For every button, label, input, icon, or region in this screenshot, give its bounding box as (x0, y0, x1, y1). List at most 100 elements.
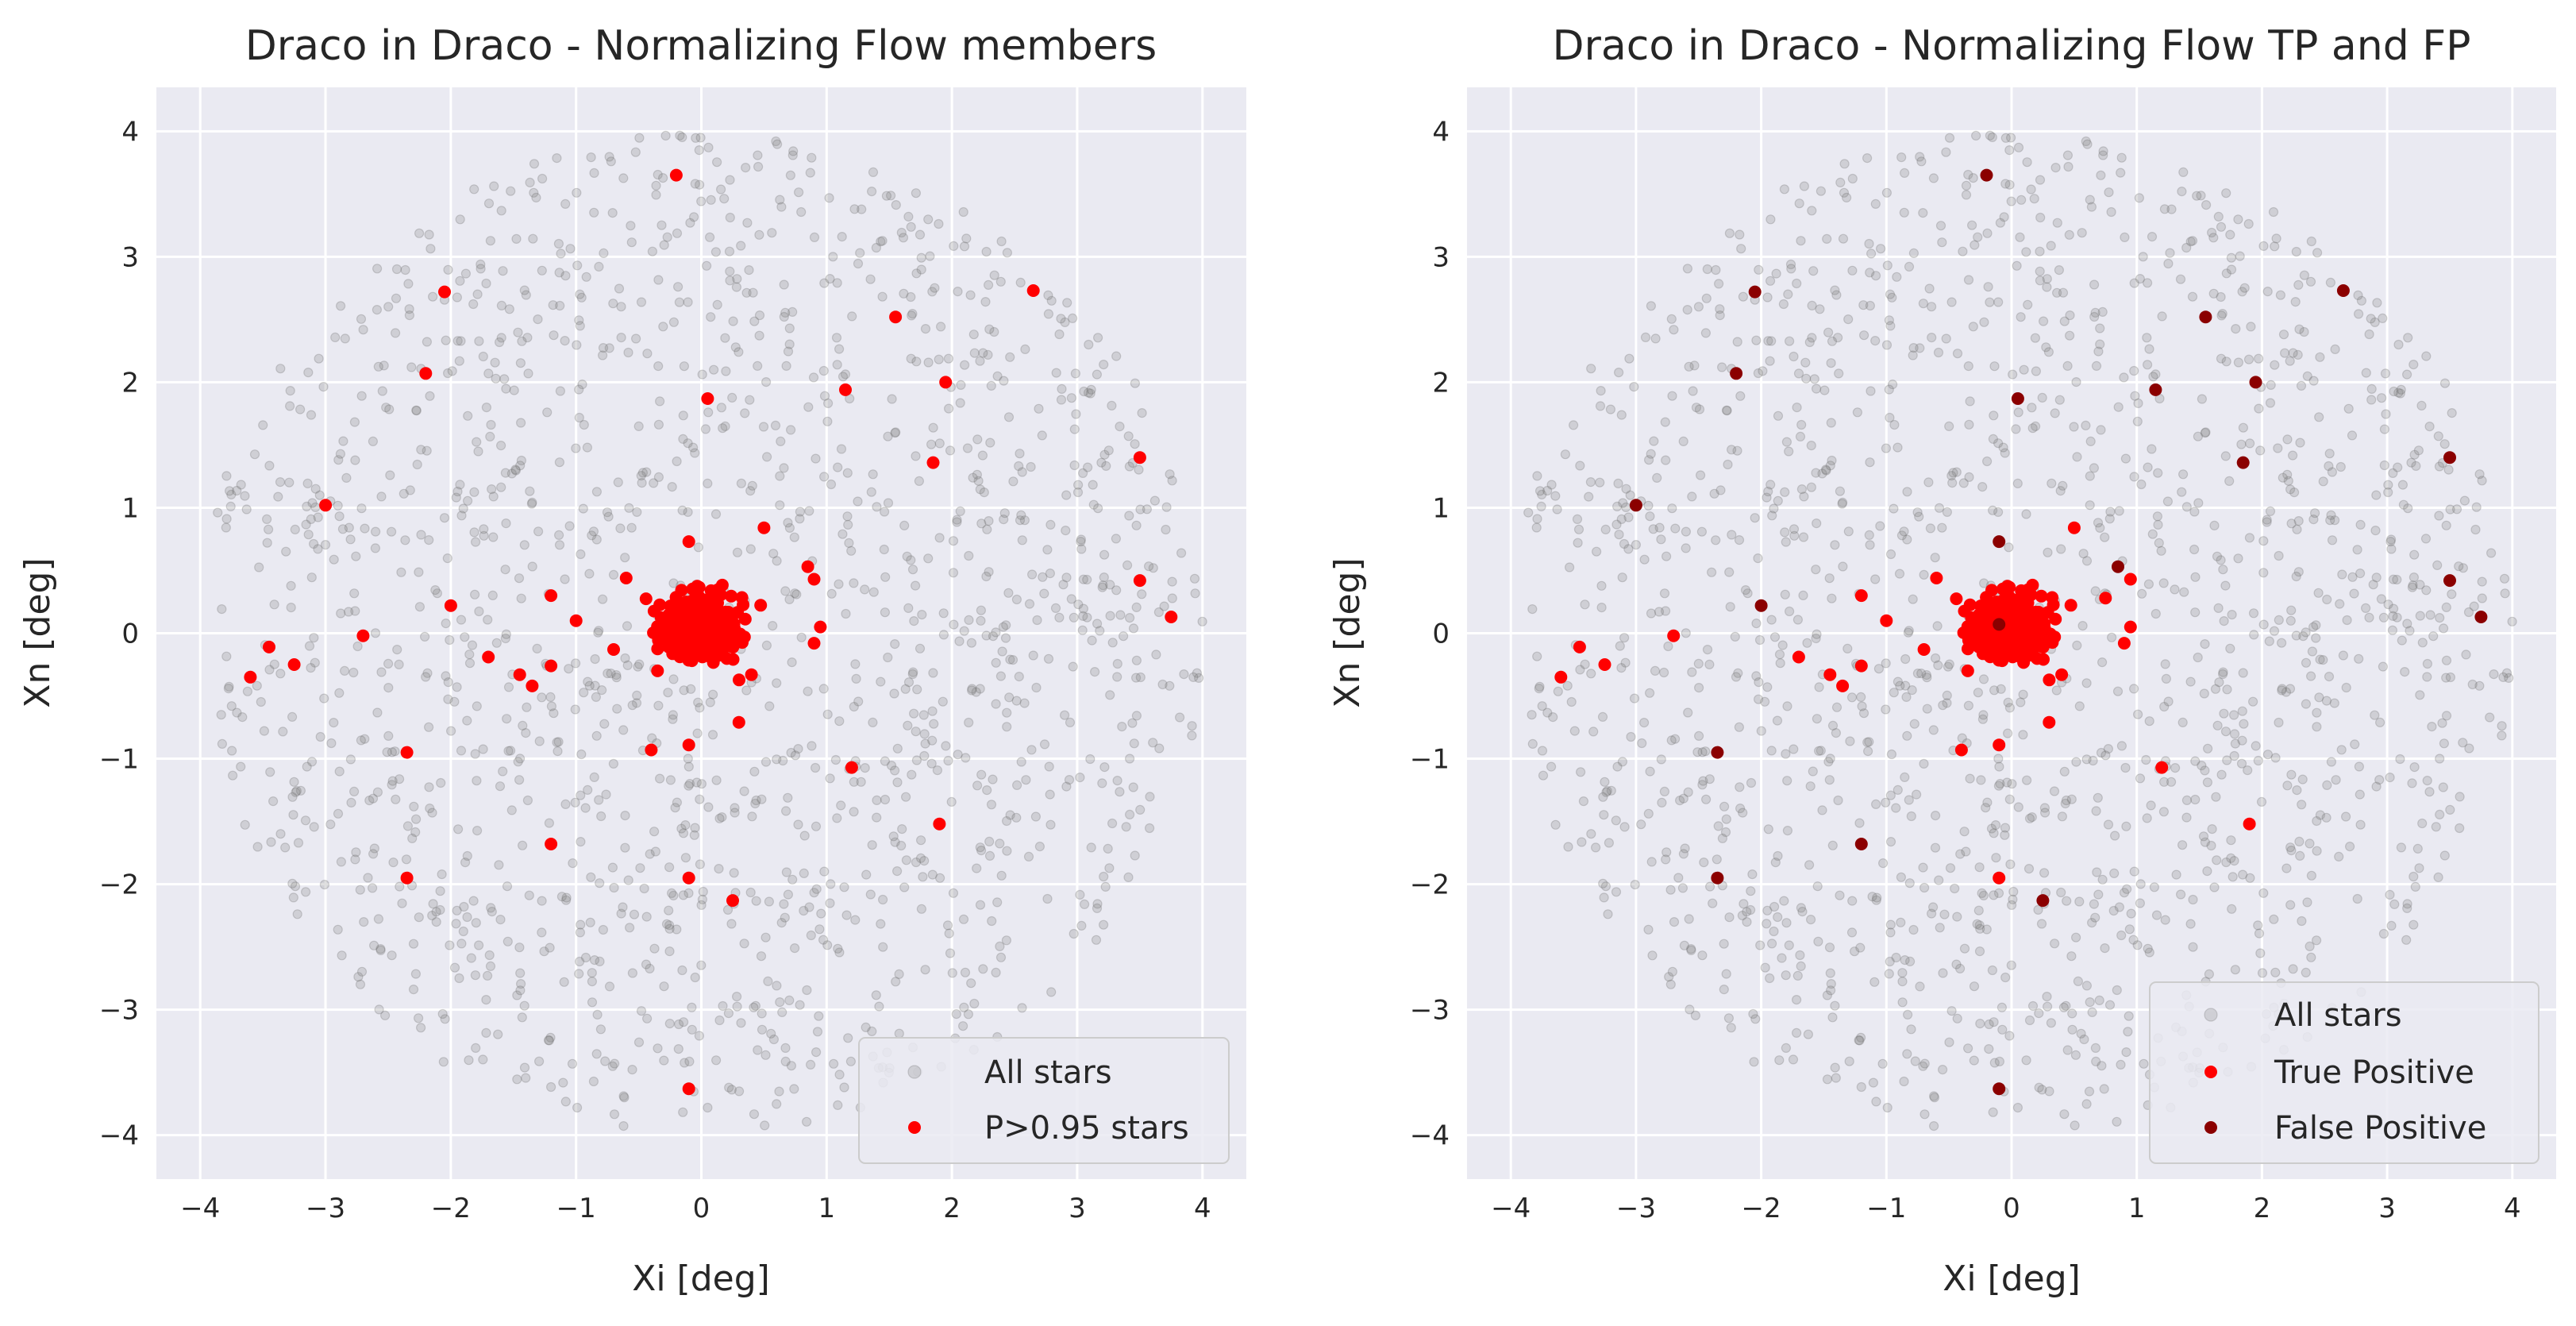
all-stars-point (1072, 487, 1084, 498)
all-stars-point (897, 823, 907, 835)
all-stars-point (1681, 628, 1691, 638)
all-stars-point (1974, 920, 1985, 931)
all-stars-point (1573, 524, 1584, 534)
all-stars-point (1099, 871, 1109, 882)
all-stars-point (2464, 743, 2474, 754)
all-stars-point (2200, 765, 2210, 776)
all-stars-point (264, 524, 274, 534)
all-stars-point (983, 349, 993, 360)
all-stars-point (1830, 1000, 1840, 1011)
all-stars-point (2324, 461, 2334, 472)
all-stars-point (225, 501, 236, 512)
all-stars-point (1697, 747, 1708, 757)
all-stars-point (945, 948, 956, 958)
all-stars-point (1827, 840, 1838, 850)
all-stars-point (2445, 672, 2455, 683)
all-stars-point (482, 970, 493, 981)
all-stars-point (597, 594, 608, 604)
all-stars-point (976, 605, 987, 615)
all-stars-point (2434, 461, 2445, 472)
all-stars-point (899, 882, 910, 892)
all-stars-point (2073, 976, 2083, 987)
all-stars-point (1174, 712, 1185, 723)
all-stars-point (522, 333, 533, 343)
all-stars-point (1977, 481, 1988, 492)
all-stars-point (1906, 1024, 1916, 1035)
all-stars-point (2285, 684, 2296, 694)
all-stars-point (388, 857, 399, 868)
all-stars-point (2084, 1086, 2095, 1097)
all-stars-point (2063, 161, 2074, 172)
all-stars-point (2072, 640, 2082, 651)
all-stars-point (2090, 307, 2100, 318)
true-positive-point (2067, 521, 2081, 534)
all-stars-point (2147, 529, 2158, 539)
all-stars-point (2018, 689, 2028, 700)
p-0-95-stars-point (737, 630, 751, 644)
all-stars-point (2485, 712, 2495, 723)
all-stars-point (2349, 588, 2359, 599)
all-stars-point (785, 425, 796, 435)
all-stars-point (2347, 430, 2358, 441)
all-stars-point (2225, 643, 2235, 653)
all-stars-point (2090, 586, 2100, 596)
all-stars-point (2064, 229, 2074, 240)
all-stars-point (1004, 692, 1015, 703)
all-stars-point (1001, 935, 1012, 946)
all-stars-point (1866, 249, 1877, 259)
all-stars-point (636, 470, 646, 481)
all-stars-point (487, 590, 498, 601)
right-legend-label-false-positive: False Positive (2274, 1110, 2486, 1147)
all-stars-point (927, 287, 938, 297)
all-stars-point (984, 836, 995, 847)
all-stars-point (546, 701, 557, 711)
all-stars-point (344, 522, 354, 533)
all-stars-point (227, 746, 237, 756)
all-stars-point (525, 486, 535, 496)
all-stars-point (2409, 919, 2419, 930)
all-stars-point (1777, 640, 1788, 650)
all-stars-point (2030, 333, 2040, 343)
all-stars-point (375, 943, 386, 954)
all-stars-point (2027, 811, 2037, 823)
all-stars-point (539, 946, 549, 957)
all-stars-point (1856, 1081, 1866, 1093)
all-stars-point (2004, 542, 2014, 553)
all-stars-point (2037, 392, 2047, 403)
all-stars-point (1735, 803, 1746, 814)
all-stars-point (2422, 658, 2432, 669)
true-positive-point (1954, 743, 1968, 757)
all-stars-point (2388, 468, 2398, 479)
all-stars-point (487, 484, 497, 495)
all-stars-point (585, 917, 595, 927)
all-stars-point (1621, 484, 1631, 494)
all-stars-point (912, 684, 922, 695)
all-stars-point (2178, 469, 2189, 480)
all-stars-point (334, 511, 345, 522)
all-stars-point (1034, 403, 1044, 414)
all-stars-point (938, 696, 948, 707)
all-stars-point (2269, 626, 2280, 636)
p-0-95-stars-point (400, 746, 414, 759)
all-stars-point (1723, 459, 1733, 470)
all-stars-point (818, 365, 829, 376)
all-stars-point (309, 822, 319, 832)
all-stars-point (1725, 602, 1735, 612)
all-stars-point (1070, 368, 1081, 379)
all-stars-point (1600, 524, 1611, 535)
all-stars-point (962, 443, 973, 453)
all-stars-point (619, 1093, 630, 1103)
all-stars-point (517, 1012, 527, 1023)
all-stars-point (2265, 506, 2276, 517)
all-stars-point (228, 770, 238, 781)
false-positive-point (1854, 838, 1868, 850)
all-stars-point (802, 985, 812, 996)
all-stars-point (471, 918, 481, 928)
all-stars-point (1711, 535, 1721, 545)
all-stars-point (791, 589, 802, 599)
all-stars-point (2158, 578, 2169, 588)
all-stars-point (2085, 471, 2095, 481)
all-stars-point (2108, 905, 2119, 916)
all-stars-point (225, 486, 235, 496)
